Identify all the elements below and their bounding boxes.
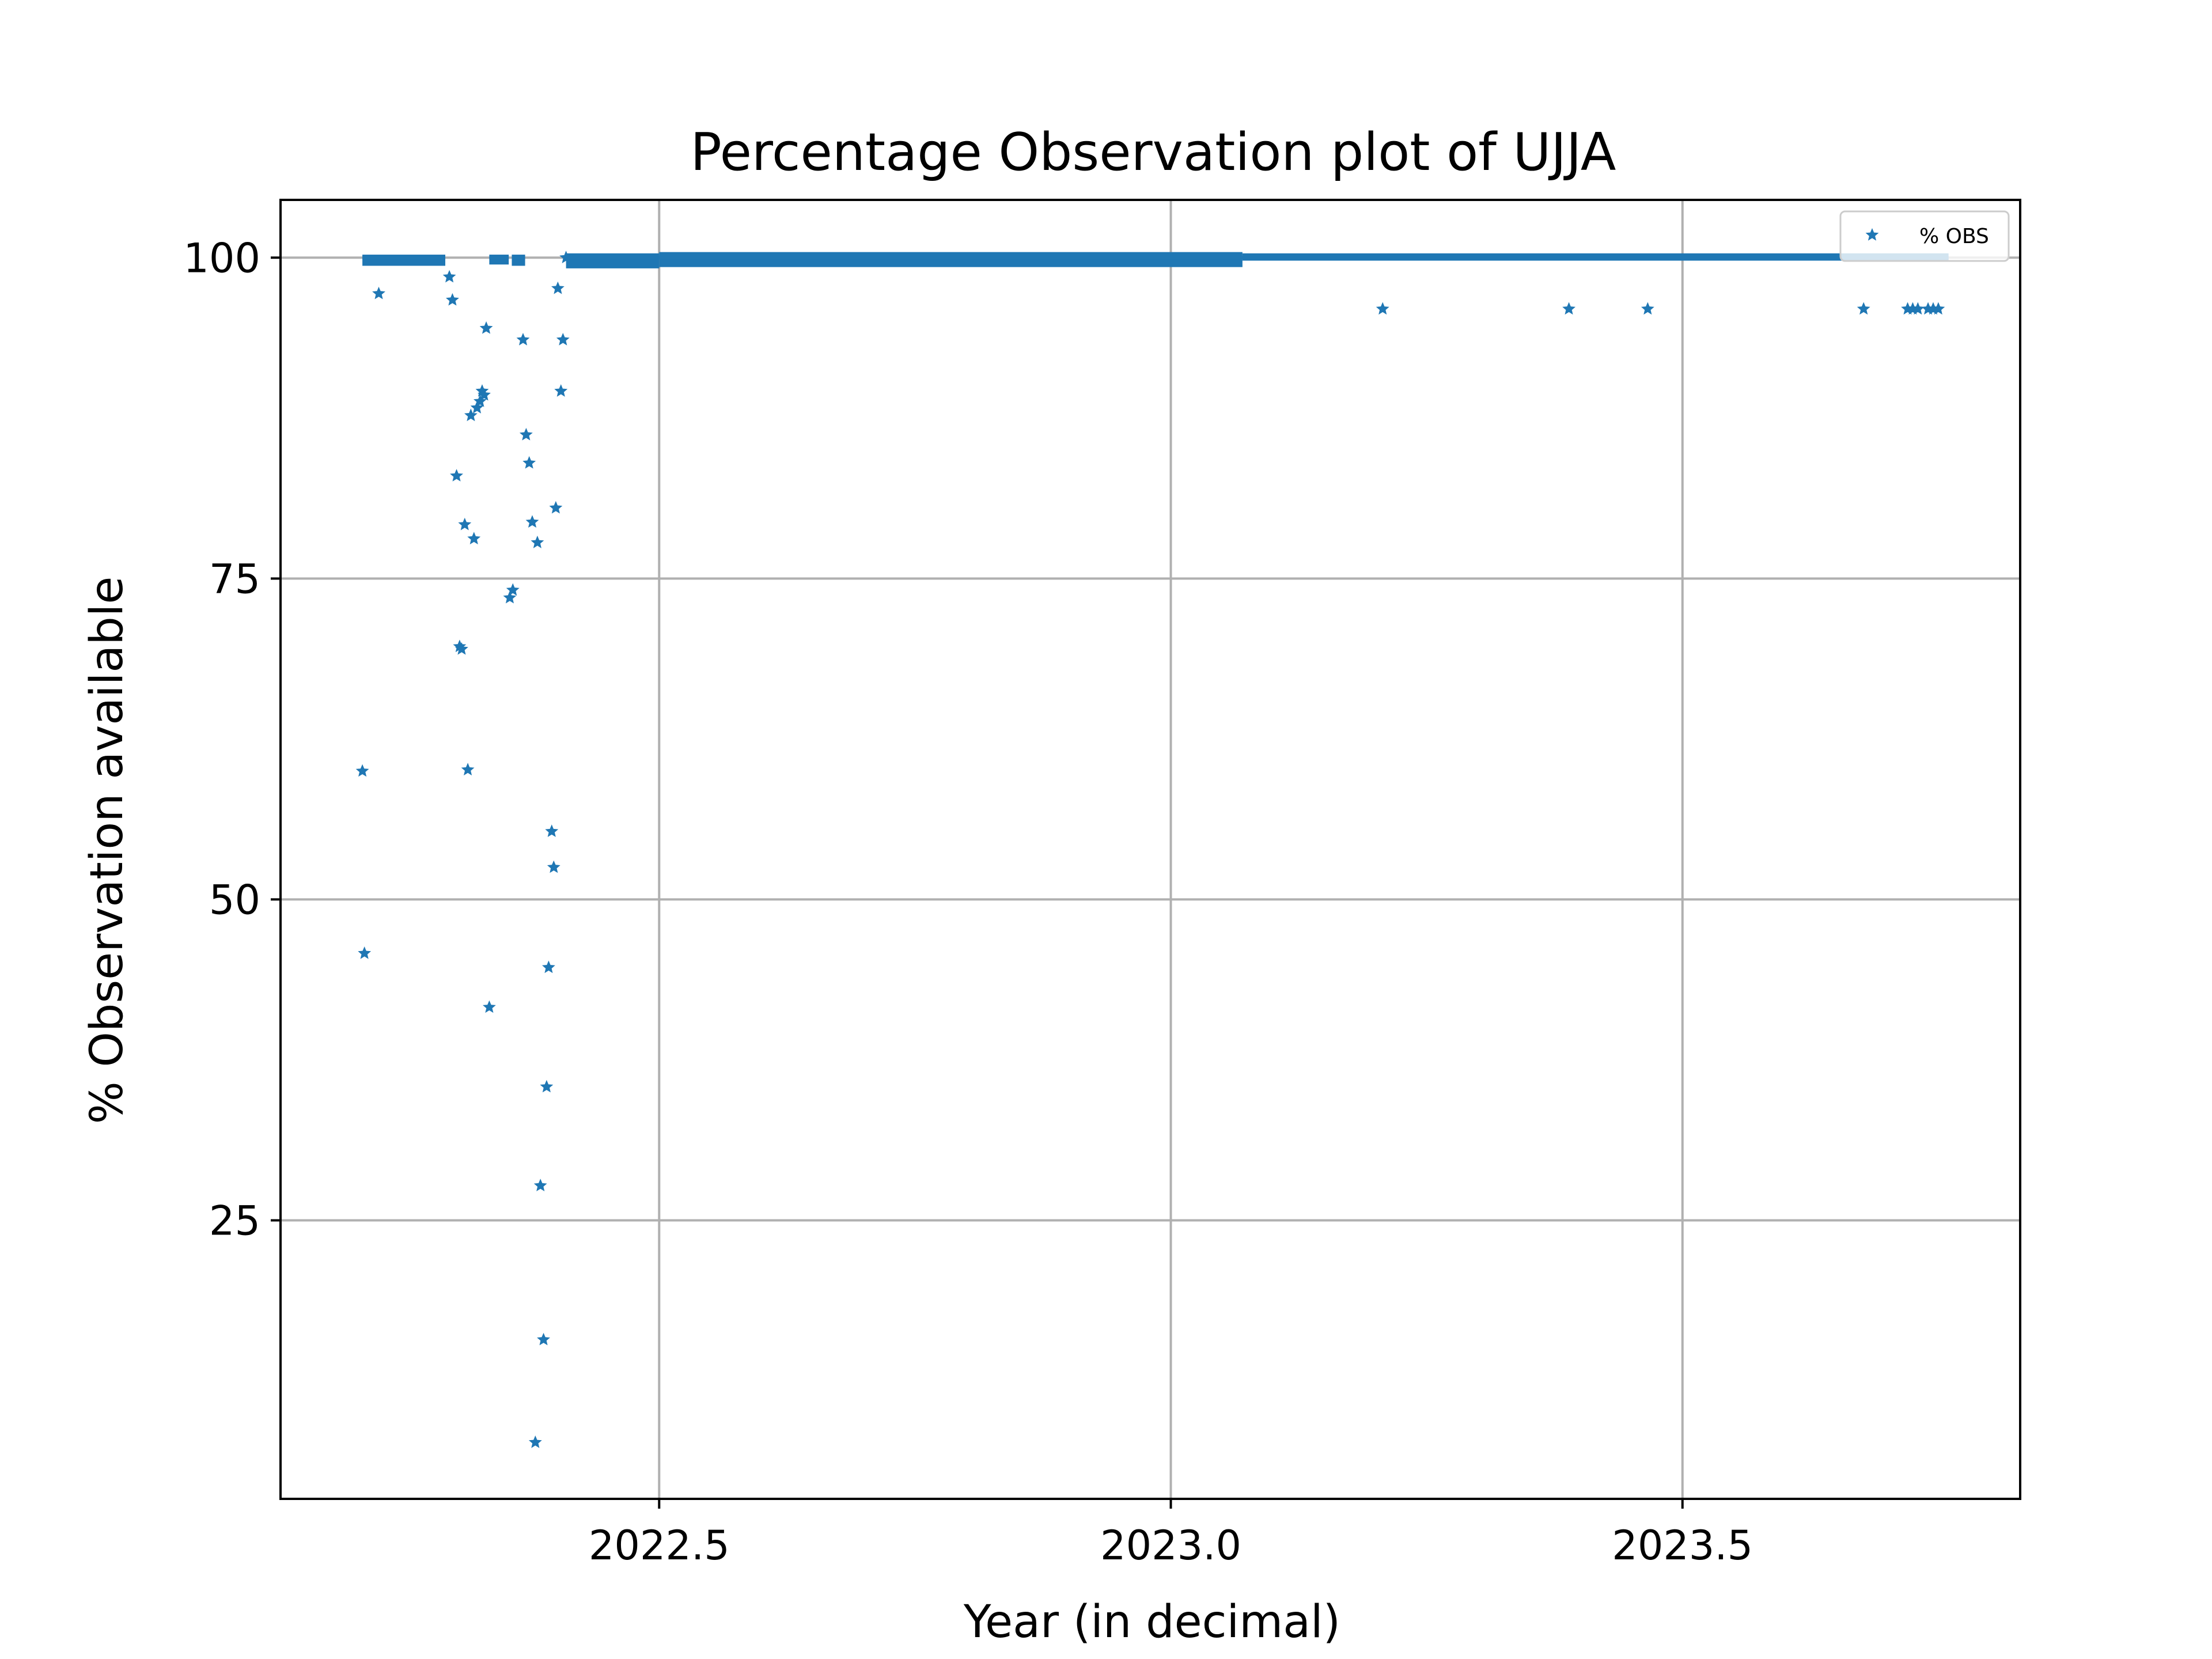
y-tick-label: 100 <box>183 234 260 282</box>
data-points-layer <box>355 251 1945 1448</box>
y-axis-label: % Observation available <box>81 577 133 1124</box>
data-point-star <box>540 1080 554 1093</box>
y-tick-label: 50 <box>209 876 260 923</box>
data-point-star <box>528 1435 542 1448</box>
data-point-star <box>554 384 568 397</box>
dense-band-segment <box>659 252 1243 267</box>
legend-box <box>1839 210 2010 262</box>
dense-band-layer <box>362 252 1949 268</box>
data-point-star <box>503 590 517 604</box>
legend-marker-star-icon <box>1865 228 1879 241</box>
data-point-star <box>455 642 468 655</box>
data-point-star <box>1857 302 1870 315</box>
data-point-star <box>531 535 544 548</box>
x-tick-label: 2023.5 <box>1612 1522 1753 1569</box>
data-point-star <box>1376 302 1389 315</box>
data-point-star <box>461 763 475 776</box>
data-point-star <box>506 583 520 596</box>
data-point-star <box>537 1332 550 1346</box>
data-point-star <box>470 401 484 414</box>
chart-title: Percentage Observation plot of UJJA <box>691 122 1616 183</box>
x-axis-ticks: 2022.5 2023.0 2023.5 <box>589 1499 1753 1569</box>
data-point-star <box>516 332 530 346</box>
data-point-star <box>547 860 560 873</box>
data-point-star <box>474 394 487 407</box>
data-point-star <box>519 427 533 441</box>
data-point-star <box>545 824 559 837</box>
data-point-star <box>355 764 369 777</box>
legend-label: % OBS <box>1919 225 1989 248</box>
data-point-star <box>446 293 459 306</box>
data-point-star <box>467 532 481 544</box>
plot-frame <box>279 199 2021 1500</box>
data-point-star <box>358 946 372 959</box>
data-point-star <box>1911 302 1925 315</box>
data-point-star <box>450 469 463 482</box>
data-point-star <box>1641 302 1654 315</box>
data-point-star <box>478 388 491 401</box>
data-point-star <box>1931 302 1945 315</box>
data-point-star <box>549 501 563 514</box>
data-point-star <box>559 251 573 263</box>
data-point-star <box>1562 302 1575 315</box>
data-point-star <box>458 517 472 531</box>
y-axis-ticks: 25 50 75 100 <box>183 234 281 1244</box>
data-point-star <box>525 515 539 528</box>
data-point-star <box>372 286 385 300</box>
legend: % OBS <box>1839 210 2010 262</box>
y-tick-label: 75 <box>209 555 260 603</box>
y-tick-label: 25 <box>209 1197 260 1244</box>
data-point-star <box>442 270 456 283</box>
dense-band-segment <box>566 253 660 268</box>
data-point-star <box>533 1179 547 1191</box>
data-point-star <box>479 321 493 334</box>
data-point-star <box>464 408 478 422</box>
x-tick-label: 2022.5 <box>589 1522 730 1569</box>
x-axis-label: Year (in decimal) <box>963 1596 1340 1648</box>
data-point-star <box>522 456 536 469</box>
data-point-star <box>483 1000 496 1013</box>
x-tick-label: 2023.0 <box>1100 1522 1241 1569</box>
data-point-star <box>542 960 555 974</box>
data-point-star <box>556 332 570 346</box>
data-point-star <box>551 281 565 294</box>
